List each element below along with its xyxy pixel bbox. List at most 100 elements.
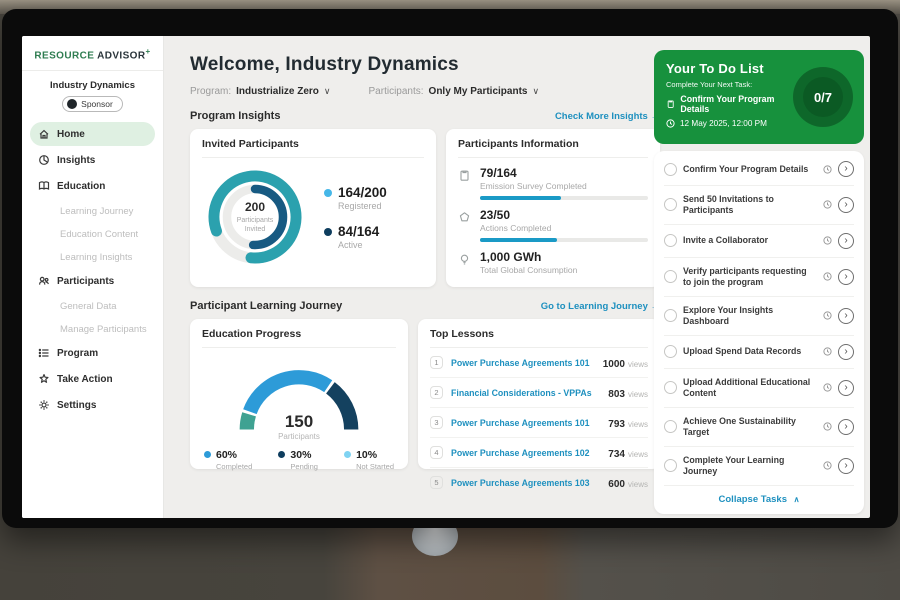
chevron-right-icon: › [844, 309, 848, 321]
task-checkbox[interactable] [664, 198, 677, 212]
sidebar-item-learning-journey[interactable]: Learning Journey [60, 206, 134, 218]
card-heading: Top Lessons [430, 328, 648, 348]
task-checkbox[interactable] [664, 345, 677, 359]
link-label: Check More Insights [554, 110, 648, 122]
task-open-button[interactable]: › [838, 379, 854, 396]
sidebar-item-insights[interactable]: Insights [30, 148, 155, 172]
sidebar-item-education[interactable]: Education [30, 174, 155, 198]
link-label: Go to Learning Journey [540, 300, 648, 312]
task-checkbox[interactable] [664, 420, 677, 434]
task-row: Invite a Collaborator › [664, 225, 854, 258]
task-open-button[interactable]: › [838, 196, 854, 213]
sidebar-item-program[interactable]: Program [30, 341, 155, 365]
clipboard-icon [667, 100, 674, 108]
sidebar-item-home[interactable]: Home [30, 122, 155, 147]
lesson-title-link[interactable]: Power Purchase Agreements 102 [451, 447, 590, 458]
logo-resource: RESOURCE [34, 50, 95, 62]
pending-label: Pending [290, 462, 318, 471]
clock-icon [823, 200, 832, 210]
lesson-row: 4 Power Purchase Agreements 102 734 views [430, 438, 648, 468]
task-label: Send 50 Invitations to Participants [683, 194, 774, 215]
completed-pct: 60% [216, 449, 238, 461]
learning-journey-section-header: Participant Learning Journey Go to Learn… [190, 300, 660, 312]
chevron-right-icon: › [844, 420, 848, 432]
lesson-title-link[interactable]: Power Purchase Agreements 101 [451, 357, 590, 368]
monitor-bezel: RESOURCE ADVISOR+ Industry Dynamics Spon… [2, 9, 898, 528]
registered-dot-icon [324, 188, 332, 197]
chevron-right-icon: › [844, 234, 848, 246]
sidebar-item-manage-participants[interactable]: Manage Participants [60, 324, 147, 336]
go-to-learning-journey-link[interactable]: Go to Learning Journey → [541, 301, 660, 312]
task-open-button[interactable]: › [838, 418, 854, 435]
task-row: Send 50 Invitations to Participants › [664, 186, 854, 225]
task-checkbox[interactable] [664, 162, 677, 176]
lesson-views-label: views [627, 359, 648, 369]
legend-registered: 164/200 Registered [324, 185, 387, 211]
donut-center-label: Participants Invited [236, 216, 274, 233]
consumption-label: Total Global Consumption [480, 265, 578, 275]
main-content: Welcome, Industry Dynamics Program: Indu… [164, 36, 664, 518]
task-label: Explore Your Insights Dashboard [683, 304, 774, 326]
sidebar-item-participants[interactable]: Participants [30, 269, 155, 293]
task-checkbox[interactable] [664, 234, 677, 248]
sidebar-item-label: Settings [57, 399, 97, 411]
logo-advisor: ADVISOR [97, 50, 146, 62]
sidebar-item-general-data[interactable]: General Data [60, 301, 117, 313]
donut-legend: 164/200 Registered 84/164 Active [324, 185, 387, 250]
task-open-button[interactable]: › [838, 268, 854, 285]
lesson-views-label: views [627, 479, 648, 489]
participants-filter-value: Only My Participants [428, 86, 528, 97]
legend-completed: 60% Completed [204, 449, 252, 471]
lesson-title-link[interactable]: Power Purchase Agreements 103 [451, 477, 590, 488]
not-started-dot-icon [344, 451, 352, 458]
chevron-right-icon: › [844, 459, 848, 471]
collapse-tasks-link[interactable]: Collapse Tasks ∧ [664, 486, 854, 512]
check-more-insights-link[interactable]: Check More Insights → [555, 111, 660, 122]
not-started-pct: 10% [356, 449, 378, 461]
lesson-row: 2 Financial Considerations - VPPAs 803 vi… [430, 378, 648, 408]
program-filter-dropdown[interactable]: Program: Industrialize Zero ∨ [190, 86, 331, 97]
task-row: Achieve One Sustainability Target › [664, 408, 854, 447]
lesson-title-link[interactable]: Financial Considerations - VPPAs [451, 387, 592, 398]
task-open-button[interactable]: › [838, 457, 854, 474]
legend-active: 84/164 Active [324, 224, 387, 250]
sidebar-item-education-content[interactable]: Education Content [60, 229, 139, 241]
task-checkbox[interactable] [664, 309, 677, 323]
emission-survey-progress-bar [480, 196, 648, 200]
clock-icon [823, 347, 832, 357]
chevron-up-icon: ∧ [793, 494, 800, 504]
sidebar-item-take-action[interactable]: Take Action [30, 367, 155, 391]
invited-participants-card: Invited Participants 200 Participants In… [190, 129, 436, 287]
active-dot-icon [324, 227, 332, 236]
lesson-views-count: 600 [608, 478, 625, 490]
lesson-views-label: views [627, 389, 648, 399]
completed-dot-icon [204, 451, 211, 458]
task-open-button[interactable]: › [838, 232, 854, 249]
chevron-down-icon: ∨ [323, 86, 331, 96]
lesson-rank: 2 [430, 386, 443, 399]
task-open-button[interactable]: › [838, 307, 854, 324]
card-heading: Participants Information [458, 138, 648, 158]
sidebar-item-label: Program [57, 347, 99, 359]
task-checkbox[interactable] [664, 459, 677, 473]
lesson-views-count: 1000 [602, 358, 625, 370]
sidebar-item-learning-insights[interactable]: Learning Insights [60, 252, 133, 264]
registered-label: Registered [338, 200, 382, 211]
chevron-right-icon: › [844, 198, 848, 210]
task-open-button[interactable]: › [838, 343, 854, 360]
task-checkbox[interactable] [664, 270, 677, 284]
sponsor-badge[interactable]: Sponsor [62, 96, 123, 113]
sidebar-item-settings[interactable]: Settings [30, 393, 155, 417]
task-label: Invite a Collaborator [683, 235, 769, 246]
program-insights-section-header: Program Insights Check More Insights → [190, 110, 660, 122]
lesson-rank: 5 [430, 476, 443, 489]
consumption-value: 1,000 GWh [480, 250, 542, 264]
logo-plus: + [145, 47, 151, 56]
chevron-right-icon: › [844, 163, 848, 174]
task-row: Upload Spend Data Records › [664, 336, 854, 369]
task-open-button[interactable]: › [838, 161, 854, 177]
home-icon [39, 130, 49, 139]
task-checkbox[interactable] [664, 381, 677, 395]
lesson-title-link[interactable]: Power Purchase Agreements 101 [451, 417, 590, 428]
participants-filter-dropdown[interactable]: Participants: Only My Participants ∨ [369, 86, 540, 97]
